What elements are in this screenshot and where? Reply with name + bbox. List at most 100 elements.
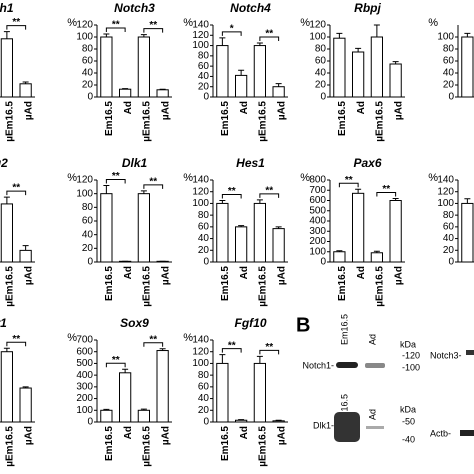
unit-label: % — [300, 172, 310, 184]
x-tick-label: Ad — [239, 101, 250, 114]
y-tick-label: 0 — [87, 92, 93, 103]
significance-bracket — [143, 184, 164, 189]
error-bar — [140, 408, 147, 411]
y-tick-label: 0 — [203, 417, 209, 428]
error-bar — [219, 37, 226, 46]
error-bar — [392, 61, 399, 64]
error-bar — [219, 354, 226, 364]
unit-label: % — [183, 332, 193, 344]
error-bar — [336, 250, 343, 252]
marker-label: -40 — [402, 434, 415, 444]
bar — [0, 203, 13, 263]
kda-label: kDa — [400, 339, 416, 349]
y-tick-label: 40 — [82, 229, 94, 240]
y-tick-label: 20 — [198, 81, 210, 92]
y-tick-label: 100 — [192, 358, 209, 369]
significance-label: ** — [345, 175, 353, 186]
x-tick-label: Em16.5 — [220, 266, 231, 301]
x-tick-label: µAd — [160, 426, 171, 445]
x-tick-label: µEm16.5 — [142, 426, 153, 467]
error-bar — [3, 347, 10, 352]
y-tick-label: 60 — [198, 381, 210, 392]
y-tick-label: 140 — [192, 20, 209, 31]
bar — [389, 63, 402, 98]
y-tick-label: 0 — [87, 417, 93, 428]
y-tick-label: 80 — [82, 44, 94, 55]
significance-bracket — [6, 25, 27, 30]
y-tick-label: 600 — [76, 346, 93, 357]
y-tick-label: 80 — [82, 202, 94, 213]
bar — [0, 351, 13, 423]
bar — [370, 252, 383, 263]
y-tick-label: 20 — [315, 80, 327, 91]
significance-bracket — [259, 36, 280, 41]
bar — [272, 86, 285, 98]
bar — [19, 83, 32, 98]
x-tick-label: Em16.5 — [337, 266, 348, 301]
error-bar — [275, 226, 282, 229]
significance-label: ** — [228, 186, 236, 197]
y-tick-label: 300 — [76, 381, 93, 392]
x-tick-label: Em16.5 — [337, 101, 348, 136]
x-tick-label: Ad — [239, 266, 250, 279]
y-tick-label: 120 — [309, 20, 326, 31]
error-bar — [22, 245, 29, 251]
error-bar — [275, 83, 282, 87]
significance-bracket — [259, 349, 280, 355]
error-bar — [3, 31, 10, 39]
error-bar — [256, 199, 263, 204]
x-tick-label: µEm16.5 — [5, 266, 16, 307]
y-tick-label: 40 — [315, 68, 327, 79]
x-tick-label: µAd — [276, 266, 287, 285]
error-bar — [256, 42, 263, 46]
chart-title: Dlk1 — [122, 156, 148, 170]
y-tick-label: 60 — [315, 56, 327, 67]
y-tick-label: 80 — [443, 44, 455, 55]
bar — [352, 192, 365, 263]
x-tick-label: µEm16.5 — [375, 266, 386, 307]
y-tick-label: 20 — [198, 245, 210, 256]
error-bar — [355, 47, 362, 52]
x-tick-label: Ad — [123, 266, 134, 279]
x-tick-label: Em16.5 — [220, 101, 231, 136]
unit-label: % — [428, 17, 438, 29]
bar — [235, 226, 248, 263]
y-tick-label: 140 — [192, 175, 209, 186]
y-tick-label: 700 — [76, 335, 93, 346]
error-bar — [336, 32, 343, 39]
band — [334, 412, 360, 442]
x-tick-label: µEm16.5 — [258, 101, 269, 142]
y-tick-label: 800 — [309, 175, 326, 186]
error-bar — [103, 33, 110, 37]
bar — [156, 350, 169, 423]
y-tick-label: 600 — [309, 195, 326, 206]
y-tick-label: 500 — [76, 358, 93, 369]
bar — [370, 36, 383, 98]
error-bar — [159, 348, 166, 351]
significance-label: ** — [12, 183, 20, 194]
y-tick-label: 140 — [192, 335, 209, 346]
y-tick-label: 80 — [198, 210, 210, 221]
y-tick-label: 100 — [309, 246, 326, 257]
y-tick-label: 120 — [192, 30, 209, 41]
y-tick-label: 80 — [315, 44, 327, 55]
significance-label: ** — [12, 334, 20, 345]
chart-title: Pax6 — [353, 156, 381, 170]
y-tick-label: 40 — [443, 233, 455, 244]
x-tick-label: µEm16.5 — [142, 266, 153, 307]
x-tick-label: µAd — [393, 266, 404, 285]
bar — [137, 409, 150, 423]
y-tick-label: 100 — [437, 32, 454, 43]
bar — [253, 45, 266, 98]
x-tick-label: µEm16.5 — [5, 426, 16, 467]
unit-label: % — [67, 332, 77, 344]
error-bar — [3, 196, 10, 204]
y-tick-label: 40 — [82, 68, 94, 79]
bar — [216, 202, 229, 263]
band-label: Actb- — [430, 428, 451, 438]
y-tick-label: 100 — [76, 32, 93, 43]
significance-label: ** — [112, 171, 120, 182]
significance-label: ** — [149, 20, 157, 31]
significance-bracket — [221, 31, 242, 36]
y-tick-label: 120 — [192, 186, 209, 197]
